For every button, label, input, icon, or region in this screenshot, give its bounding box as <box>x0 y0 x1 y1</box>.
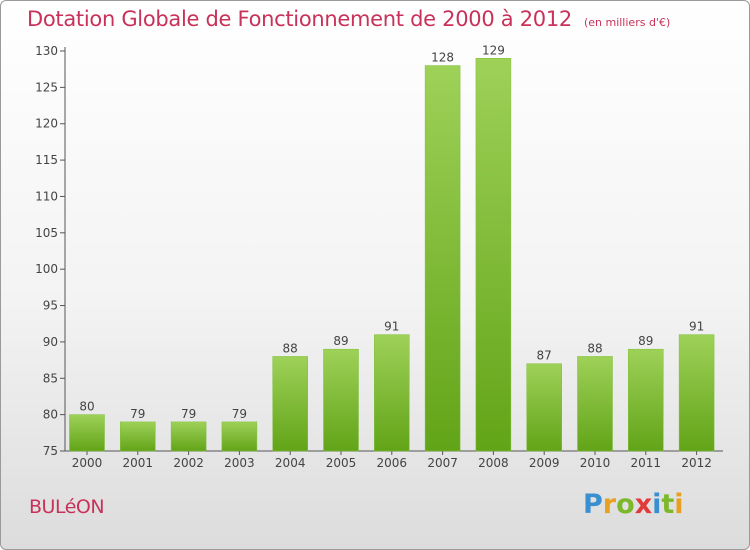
y-tick-label: 115 <box>35 153 58 167</box>
chart-title: Dotation Globale de Fonctionnement de 20… <box>27 7 671 31</box>
proxiti-logo: Proxiti <box>583 489 684 520</box>
data-label: 79 <box>130 407 145 421</box>
x-tick-label: 2001 <box>123 456 154 470</box>
chart-subtitle: (en milliers d'€) <box>583 16 671 29</box>
x-tick-label: 2007 <box>427 456 458 470</box>
data-label: 80 <box>79 400 94 414</box>
commune-name: BULéON <box>29 496 105 518</box>
y-tick-label: 90 <box>43 335 58 349</box>
x-tick-label: 2008 <box>478 456 509 470</box>
bar <box>628 348 664 452</box>
x-tick-label: 2000 <box>72 456 103 470</box>
data-label: 89 <box>638 334 653 348</box>
logo-letter: P <box>583 489 603 520</box>
logo-letter: i <box>674 489 684 520</box>
y-tick-label: 80 <box>43 408 58 422</box>
bar <box>475 58 512 452</box>
x-tick-label: 2003 <box>224 456 255 470</box>
bar <box>374 334 410 452</box>
data-label: 91 <box>384 320 399 334</box>
data-label: 79 <box>181 407 196 421</box>
x-tick-label: 2011 <box>631 456 662 470</box>
bar <box>120 421 156 452</box>
logo-letter: r <box>602 489 617 520</box>
bar <box>526 363 562 452</box>
x-tick-label: 2004 <box>275 456 306 470</box>
x-tick-label: 2012 <box>681 456 712 470</box>
x-tick-label: 2005 <box>326 456 357 470</box>
data-label: 91 <box>689 320 704 334</box>
y-tick-label: 95 <box>43 299 58 313</box>
y-tick-label: 130 <box>35 44 58 58</box>
y-tick-label: 75 <box>43 444 58 458</box>
x-tick-label: 2006 <box>377 456 408 470</box>
bar <box>577 356 613 452</box>
data-label: 88 <box>587 341 602 355</box>
y-tick-label: 110 <box>35 189 58 203</box>
logo-letter: t <box>661 489 675 520</box>
data-label: 89 <box>333 334 348 348</box>
data-label: 79 <box>232 407 247 421</box>
bar <box>272 356 308 452</box>
logo-letter: i <box>652 489 662 520</box>
y-tick-label: 105 <box>35 226 58 240</box>
data-label: 88 <box>283 341 298 355</box>
data-label: 87 <box>537 349 552 363</box>
bar <box>221 421 258 452</box>
x-tick-label: 2009 <box>529 456 560 470</box>
bar <box>170 421 207 452</box>
logo-letter: x <box>634 489 653 520</box>
data-label: 129 <box>482 43 505 57</box>
logo-letter: o <box>616 489 635 520</box>
x-tick-label: 2002 <box>173 456 204 470</box>
bar <box>323 348 359 452</box>
bar <box>678 334 715 452</box>
y-tick-label: 85 <box>43 371 58 385</box>
x-tick-label: 2010 <box>580 456 611 470</box>
data-label: 128 <box>431 51 454 65</box>
bar <box>424 65 461 452</box>
y-tick-label: 100 <box>35 262 58 276</box>
y-tick-label: 125 <box>35 80 58 94</box>
y-tick-label: 120 <box>35 117 58 131</box>
bar <box>69 414 105 452</box>
